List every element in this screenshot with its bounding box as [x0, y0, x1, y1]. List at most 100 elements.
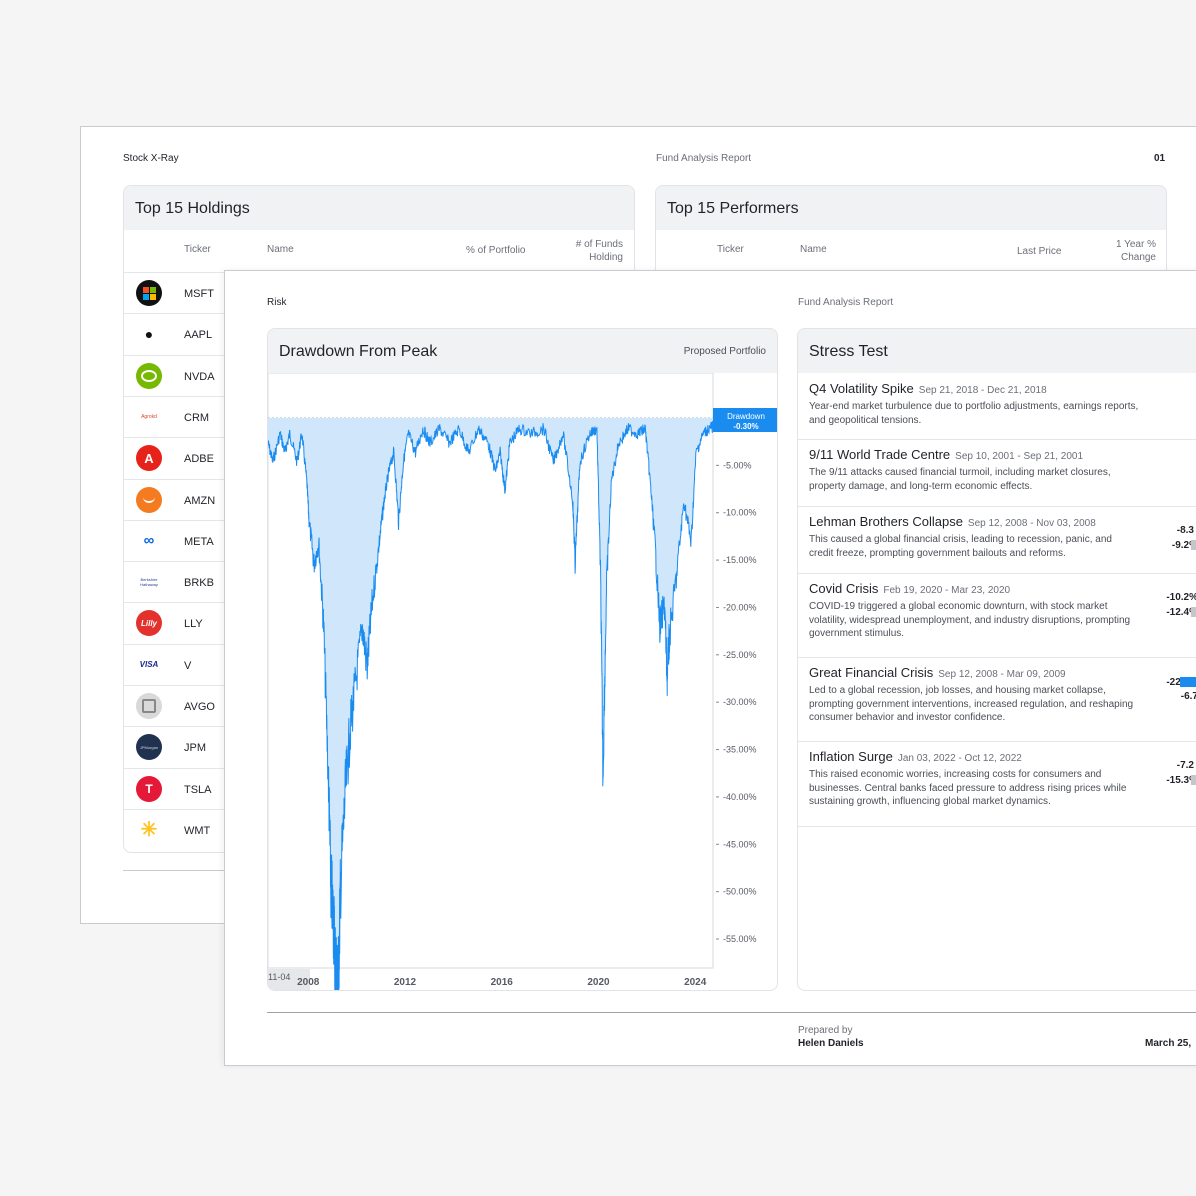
col-name[interactable]: Name — [800, 244, 827, 255]
benchmark-return-value: -12.4% — [1166, 607, 1196, 618]
report-page-2: Risk Fund Analysis Report Drawdown From … — [224, 270, 1196, 1066]
ticker-label: AMZN — [184, 494, 216, 507]
x-tick-label: 2020 — [587, 977, 610, 988]
col-funds-holding[interactable]: # of Funds Holding — [575, 239, 623, 263]
benchmark-return-value: -6.7 — [1180, 691, 1196, 702]
walmart-logo: ✳ — [136, 816, 162, 843]
drawdown-line — [268, 420, 714, 990]
y-tick-label: -55.00% — [723, 934, 757, 944]
stress-name-text: Covid Crisis — [809, 581, 879, 596]
stress-test-title: Stress Test — [809, 343, 888, 360]
portfolio-return-value: -8.3 — [1176, 525, 1194, 536]
ticker-label: LLY — [184, 618, 203, 631]
stress-test-item[interactable]: Great Financial Crisis Sep 12, 2008 - Mar… — [798, 657, 1196, 742]
stress-test-card-header: Stress Test — [798, 329, 1196, 373]
x-tick-label: 2008 — [297, 977, 320, 988]
stress-test-item[interactable]: Lehman Brothers Collapse Sep 12, 2008 - N… — [798, 506, 1196, 574]
benchmark-bar — [1191, 540, 1196, 550]
performers-column-headers: Ticker Name Last Price 1 Year % Change — [656, 230, 1166, 272]
holdings-card-header: Top 15 Holdings — [124, 186, 634, 230]
col-percent-portfolio[interactable]: % of Portfolio — [466, 245, 526, 256]
ticker-label: WMT — [184, 824, 211, 837]
col-ticker[interactable]: Ticker — [717, 244, 744, 255]
stress-date-range: Sep 10, 2001 - Sep 21, 2001 — [955, 451, 1084, 462]
y-tick-label: -45.00% — [723, 839, 757, 849]
prepared-by-name: Helen Daniels — [798, 1038, 864, 1049]
performers-title: Top 15 Performers — [667, 200, 799, 217]
ticker-label: AAPL — [184, 329, 213, 342]
ticker-label: CRM — [184, 411, 210, 424]
table-row[interactable]: Berkshire Hathaway BRKB — [124, 561, 634, 603]
y-tick-label: -25.00% — [723, 650, 757, 660]
stress-test-card: Stress Test Q4 Volatility Spike Sep 21, 2… — [797, 328, 1196, 991]
stress-date-range: Jan 03, 2022 - Oct 12, 2022 — [897, 753, 1022, 764]
x-start-label: 11-04 — [268, 972, 290, 982]
col-year-change[interactable]: 1 Year % Change — [1115, 239, 1156, 263]
stress-name-text: Inflation Surge — [809, 749, 893, 764]
stress-name-text: Lehman Brothers Collapse — [809, 514, 963, 529]
col-name[interactable]: Name — [267, 244, 294, 255]
stress-name-text: 9/11 World Trade Centre — [809, 447, 951, 462]
portfolio-return-value: -7.2 — [1176, 760, 1194, 771]
ticker-label: ADBE — [184, 453, 214, 466]
drawdown-badge-value: -0.30% — [733, 422, 758, 431]
benchmark-return-value: -9.2% — [1171, 540, 1196, 551]
ticker-label: AVGO — [184, 701, 215, 713]
stress-test-description: The 9/11 attacks caused financial turmoi… — [809, 467, 1111, 492]
stress-test-name: Q4 Volatility Spike Sep 21, 2018 - Dec 21… — [809, 381, 1047, 396]
stress-test-item[interactable]: Q4 Volatility Spike Sep 21, 2018 - Dec 21… — [798, 373, 1196, 440]
col-last-price[interactable]: Last Price — [1017, 246, 1062, 257]
adobe-logo: A — [136, 445, 162, 472]
stress-date-range: Feb 19, 2020 - Mar 23, 2020 — [883, 585, 1011, 596]
stress-test-item[interactable]: 9/11 World Trade Centre Sep 10, 2001 - Se… — [798, 439, 1196, 507]
stress-test-name: Great Financial Crisis Sep 12, 2008 - Mar… — [809, 665, 1066, 680]
jpmorgan-logo: JPMorgan — [136, 734, 162, 761]
ticker-label: MSFT — [184, 288, 214, 300]
y-tick-label: -15.00% — [723, 555, 757, 565]
broadcom-logo — [136, 693, 162, 719]
drawdown-badge-label: Drawdown — [727, 412, 765, 421]
page-section-label: Risk — [267, 297, 287, 308]
stress-test-description: COVID-19 triggered a global economic dow… — [809, 601, 1131, 639]
benchmark-return-value: -15.3% — [1166, 775, 1196, 786]
lilly-logo: Lilly — [136, 610, 162, 637]
stress-test-item[interactable]: Covid Crisis Feb 19, 2020 - Mar 23, 2020 C… — [798, 573, 1196, 658]
stress-date-range: Sep 21, 2018 - Dec 21, 2018 — [918, 385, 1047, 396]
stress-name-text: Great Financial Crisis — [809, 665, 934, 680]
ticker-label: JPM — [184, 742, 206, 755]
stress-test-description: This raised economic worries, increasing… — [809, 769, 1127, 807]
stress-test-name: Lehman Brothers Collapse Sep 12, 2008 - N… — [809, 514, 1096, 529]
report-title: Fund Analysis Report — [798, 297, 894, 308]
x-tick-label: 2016 — [491, 977, 514, 988]
stress-date-range: Sep 12, 2008 - Mar 09, 2009 — [938, 669, 1066, 680]
drawdown-card: Drawdown From Peak Proposed Portfolio -5… — [267, 328, 778, 991]
meta-logo: ∞ — [136, 527, 162, 554]
y-tick-label: -40.00% — [723, 792, 757, 802]
y-tick-label: -35.00% — [723, 745, 757, 755]
col-ticker[interactable]: Ticker — [184, 244, 211, 255]
drawdown-badge — [713, 408, 777, 432]
y-tick-label: -20.00% — [723, 602, 757, 612]
portfolio-selector[interactable]: Proposed Portfolio — [683, 346, 766, 357]
benchmark-bar — [1191, 775, 1196, 785]
ticker-label: V — [184, 659, 192, 672]
y-tick-label: -10.00% — [723, 508, 757, 518]
ticker-label: BRKB — [184, 577, 214, 590]
x-range-handle — [268, 969, 310, 990]
stress-name-text: Q4 Volatility Spike — [809, 381, 914, 396]
stress-test-name: Covid Crisis Feb 19, 2020 - Mar 23, 2020 — [809, 581, 1010, 596]
holdings-column-headers: Ticker Name % of Portfolio # of Funds Ho… — [124, 230, 634, 272]
stress-test-item[interactable]: Inflation Surge Jan 03, 2022 - Oct 12, 20… — [798, 741, 1196, 827]
prepared-by-label: Prepared by — [798, 1025, 853, 1036]
stress-test-description: This caused a global financial crisis, l… — [809, 534, 1112, 559]
stress-test-description: Year-end market turbulence due to portfo… — [809, 401, 1139, 426]
table-row[interactable]: ● AAPL — [124, 313, 634, 355]
y-tick-label: -30.00% — [723, 697, 757, 707]
ticker-label: TSLA — [184, 783, 212, 796]
nvidia-logo — [136, 362, 162, 389]
portfolio-return-value: -10.2% — [1166, 592, 1196, 603]
salesforce-logo: Agrokd — [136, 403, 162, 430]
page-number: 01 — [1154, 153, 1166, 164]
microsoft-logo — [136, 280, 162, 306]
page-section-label: Stock X-Ray — [123, 153, 179, 164]
